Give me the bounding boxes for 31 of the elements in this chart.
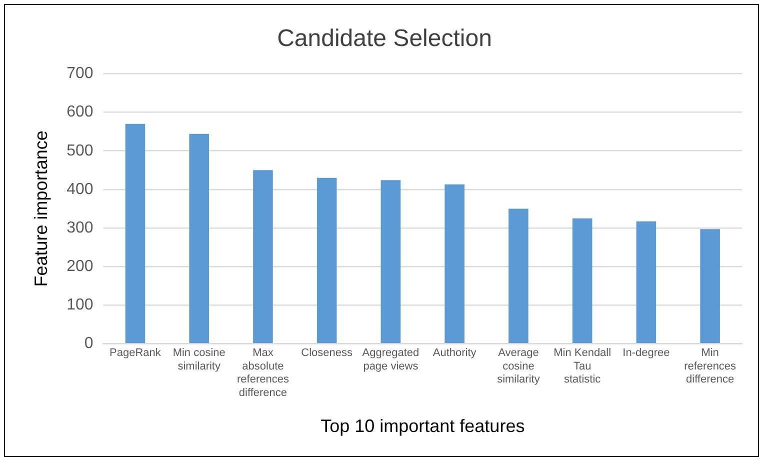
- bar: [700, 229, 720, 343]
- bar: [380, 180, 401, 343]
- bar: [636, 221, 656, 343]
- x-tick-label: Min Kendall Tau statistic: [554, 347, 612, 386]
- x-axis-title: Top 10 important features: [320, 416, 525, 436]
- y-tick-label: 400: [66, 180, 94, 198]
- x-tick-label: Authority: [432, 347, 477, 360]
- x-tick-label: Aggregated page views: [362, 347, 420, 372]
- y-tick-label: 200: [66, 258, 94, 275]
- bar: [316, 178, 337, 343]
- bar: [253, 170, 273, 343]
- bar: [572, 218, 592, 343]
- y-tick-label: 100: [66, 296, 94, 314]
- bar: [508, 208, 528, 343]
- x-tick-label: In-degree: [622, 347, 670, 360]
- x-tick-label: Average cosine similarity: [497, 347, 540, 386]
- x-tick-label: Min cosine similarity: [172, 347, 226, 372]
- x-tick-label: Min references difference: [684, 347, 737, 386]
- y-tick-label: 300: [66, 219, 94, 236]
- y-axis-title: Feature importance: [30, 130, 51, 287]
- x-tick-label: PageRank: [110, 347, 162, 360]
- x-tick-label: Closeness: [301, 347, 354, 360]
- y-tick-label: 0: [84, 335, 94, 352]
- x-tick-label: Max absolute references difference: [236, 347, 290, 399]
- y-tick-label: 500: [66, 142, 94, 160]
- bar: [125, 124, 146, 343]
- y-tick-label: 700: [66, 65, 94, 82]
- y-tick-label: 600: [66, 104, 94, 121]
- chart-title: Candidate Selection: [277, 25, 492, 52]
- bar: [189, 134, 209, 343]
- bar: [444, 184, 464, 343]
